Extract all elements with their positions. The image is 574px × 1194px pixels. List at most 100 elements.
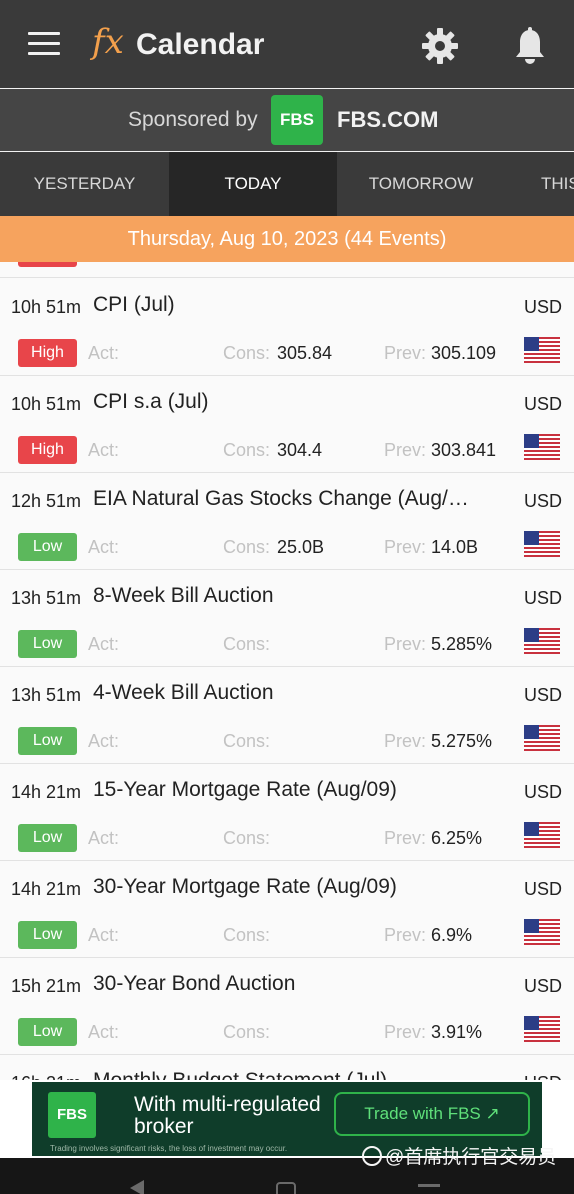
previous-label: Prev: [384,1022,427,1042]
event-name: CPI s.a (Jul) [93,390,209,413]
previous-label: Prev: [384,343,427,363]
impact-badge [18,262,77,267]
event-name: CPI (Jul) [93,293,175,316]
impact-badge: Low [18,533,77,561]
event-time: 10h 51m [11,394,82,414]
event-name: 15-Year Mortgage Rate (Aug/09) [93,778,397,801]
event-time: 16h 21m [11,1073,81,1080]
impact-badge: Low [18,921,77,949]
previous-label: Prev: [384,634,427,654]
hamburger-menu-icon[interactable] [28,32,60,56]
tab-this-week[interactable]: THIS [541,174,574,193]
ad-fbs-logo: FBS [48,1092,96,1138]
previous-value: 14.0B [431,537,479,557]
event-list[interactable]: 10h 51m CPI (Jul) USD High Act: Cons: 305.84 Pr… [0,262,574,1080]
consensus-label: Cons: [223,1022,271,1042]
actual-label: Act: [88,925,120,945]
sponsor-bar[interactable]: Sponsored by FBS FBS.COM [0,89,574,151]
event-currency: USD [524,394,563,414]
recent-apps-icon[interactable] [418,1184,440,1187]
list-item[interactable] [0,262,574,278]
event-name: 4-Week Bill Auction [93,681,274,704]
list-item[interactable]: 13h 51m 8-Week Bill Auction USD Low Act: Cons… [0,570,574,667]
previous-value: 303.841 [431,440,497,460]
consensus-value: 305.84 [277,343,333,363]
event-currency: USD [524,976,563,996]
us-flag-icon [524,628,560,654]
event-currency: USD [524,297,563,317]
consensus-label: Cons: [223,537,271,557]
previous-value: 6.25% [431,828,483,848]
trade-with-fbs-button[interactable]: Trade with FBS ↗ [334,1092,530,1136]
list-item[interactable]: 10h 51m CPI (Jul) USD High Act: Cons: 305.84 Pr… [0,279,574,376]
impact-badge: High [18,436,77,464]
list-item[interactable]: 15h 21m 30-Year Bond Auction USD Low Act: Con… [0,958,574,1055]
impact-badge: Low [18,630,77,658]
event-time: 14h 21m [11,782,82,802]
actual-label: Act: [88,634,120,654]
app-logo: fx [92,22,124,62]
list-item[interactable]: 14h 21m 15-Year Mortgage Rate (Aug/09) USD… [0,764,574,861]
us-flag-icon [524,337,560,363]
ad-content[interactable]: FBS With multi-regulated broker Trade wi… [32,1082,542,1156]
actual-label: Act: [88,828,120,848]
ad-disclaimer: Trading involves significant risks, the … [50,1144,288,1153]
impact-badge: High [18,339,77,367]
app-header: fx Calendar [0,0,574,88]
sponsor-domain: FBS.COM [337,107,439,132]
tab-today[interactable]: TODAY [169,152,337,216]
tab-yesterday[interactable]: YESTERDAY [33,174,136,193]
home-icon[interactable] [276,1182,296,1194]
us-flag-icon [524,1016,560,1042]
event-currency: USD [524,1073,562,1080]
consensus-value: 25.0B [277,537,325,557]
previous-label: Prev: [384,537,427,557]
event-currency: USD [524,491,563,511]
ad-headline: With multi-regulated broker [134,1093,321,1138]
bell-icon[interactable] [512,26,548,66]
actual-label: Act: [88,537,120,557]
tab-tomorrow[interactable]: TOMORROW [368,174,474,193]
us-flag-icon [524,434,560,460]
previous-label: Prev: [384,440,427,460]
ad-banner[interactable]: FBS With multi-regulated broker Trade wi… [0,1080,574,1158]
impact-badge: Low [18,824,77,852]
fbs-logo: FBS [271,95,323,145]
actual-label: Act: [88,343,120,363]
list-item[interactable]: 13h 51m 4-Week Bill Auction USD Low Act: Cons… [0,667,574,764]
event-currency: USD [524,879,563,899]
date-header: Thursday, Aug 10, 2023 (44 Events) [0,216,574,262]
actual-label: Act: [88,440,120,460]
previous-value: 305.109 [431,343,497,363]
previous-label: Prev: [384,925,427,945]
us-flag-icon [524,725,560,751]
us-flag-icon [524,822,560,848]
consensus-label: Cons: [223,828,271,848]
event-time: 13h 51m [11,685,82,705]
event-name: EIA Natural Gas Stocks Change (Aug/… [93,487,469,510]
previous-value: 6.9% [431,925,473,945]
previous-label: Prev: [384,731,427,751]
consensus-label: Cons: [223,440,271,460]
back-icon[interactable] [130,1180,144,1194]
event-time: 12h 51m [11,491,82,511]
watermark-text: @首席执行官交易员 [385,1147,557,1168]
day-tabs: YESTERDAY TODAY TOMORROW THIS [0,152,574,216]
sponsor-label: Sponsored by [128,108,258,131]
list-item[interactable]: 12h 51m EIA Natural Gas Stocks Change (Au… [0,473,574,570]
us-flag-icon [524,919,560,945]
previous-label: Prev: [384,828,427,848]
system-nav-bar: @首席执行官交易员 [0,1146,574,1194]
event-name: 8-Week Bill Auction [93,584,274,607]
event-time: 10h 51m [11,297,82,317]
consensus-value: 304.4 [277,440,323,460]
event-name: Monthly Budget Statement (Jul) [93,1069,513,1080]
event-currency: USD [524,782,563,802]
list-item[interactable]: 10h 51m CPI s.a (Jul) USD High Act: Cons: 304.… [0,376,574,473]
gear-icon[interactable] [420,26,460,66]
impact-badge: Low [18,727,77,755]
previous-value: 5.285% [431,634,493,654]
list-item[interactable]: 14h 21m 30-Year Mortgage Rate (Aug/09) USD… [0,861,574,958]
list-item[interactable]: 16h 21m Monthly Budget Statement (Jul) USD [0,1055,574,1080]
watermark: @首席执行官交易员 [362,1142,556,1169]
